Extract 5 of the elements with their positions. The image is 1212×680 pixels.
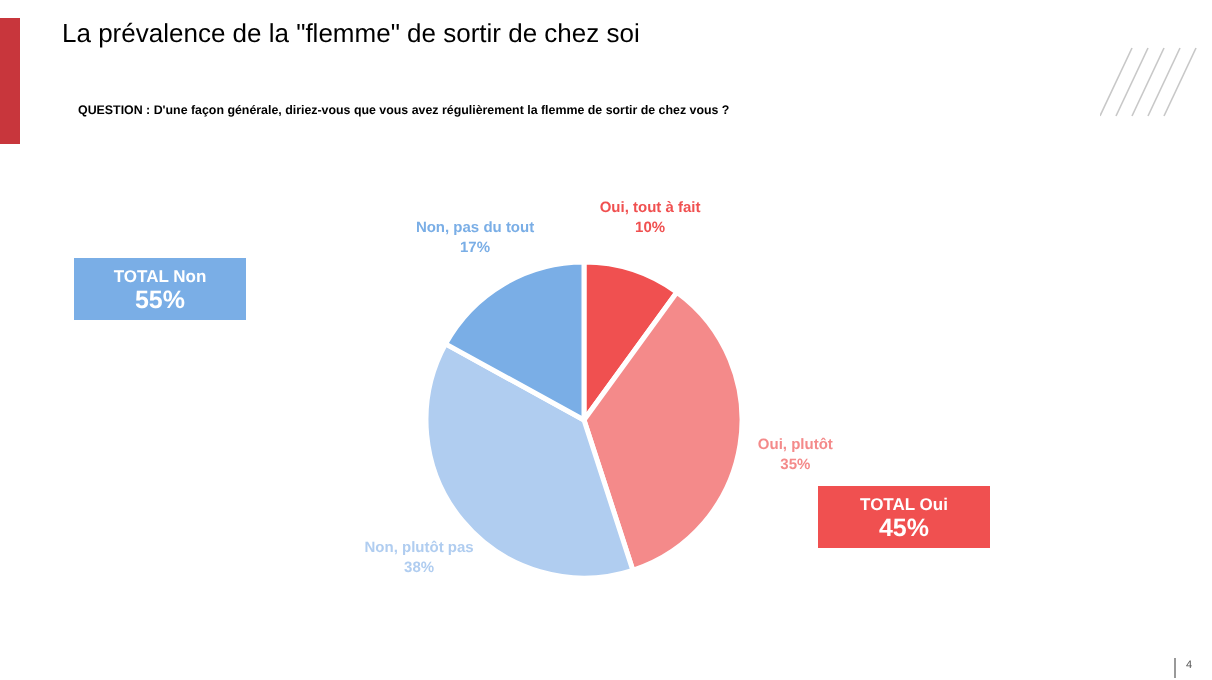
text: 45% [876, 514, 932, 542]
chart-title: La prévalence de la "flemme" de sortir de chez soi [62, 18, 640, 48]
text: 55% [132, 286, 188, 314]
text: TOTAL Oui [858, 494, 950, 514]
text: TOTAL Non [111, 266, 209, 286]
